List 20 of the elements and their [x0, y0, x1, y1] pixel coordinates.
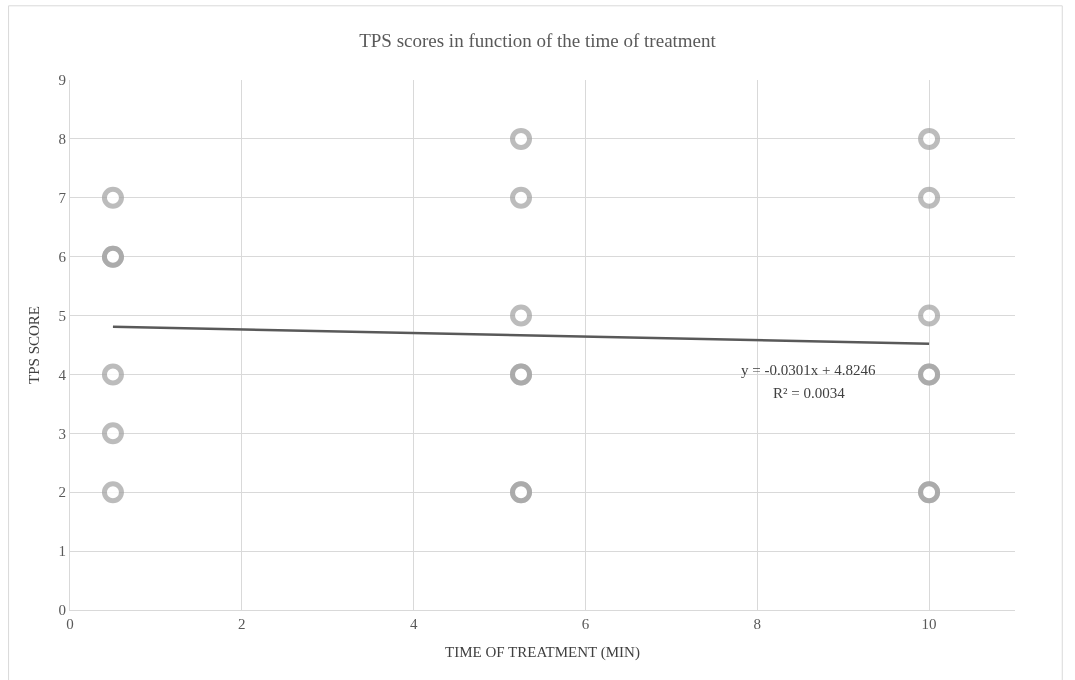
- x-tick-label: 8: [753, 616, 762, 632]
- y-tick-label: 1: [58, 543, 66, 560]
- y-tick-label: 3: [58, 425, 66, 442]
- x-tick-label: 6: [581, 616, 590, 632]
- y-tick-label: 2: [58, 484, 66, 501]
- annotation: y = -0.0301x + 4.8246: [741, 362, 876, 378]
- annotation: R² = 0.0034: [773, 385, 846, 401]
- y-tick-label: 9: [58, 72, 66, 89]
- y-tick-label: 7: [58, 190, 67, 207]
- x-axis-title: TIME OF TREATMENT (MIN): [445, 644, 640, 661]
- y-tick-label: 4: [58, 366, 67, 383]
- x-tick-label: 2: [238, 616, 246, 632]
- y-axis-title: TPS SCORE: [25, 306, 42, 384]
- chart-title: TPS scores in function of the time of treatment: [359, 30, 717, 52]
- x-tick-label: 4: [409, 616, 418, 632]
- y-tick-label: 6: [58, 248, 67, 265]
- y-tick-label: 8: [58, 131, 66, 148]
- x-tick-label: 10: [921, 616, 937, 632]
- y-tick-label: 0: [58, 602, 66, 619]
- y-tick-label: 5: [58, 307, 66, 324]
